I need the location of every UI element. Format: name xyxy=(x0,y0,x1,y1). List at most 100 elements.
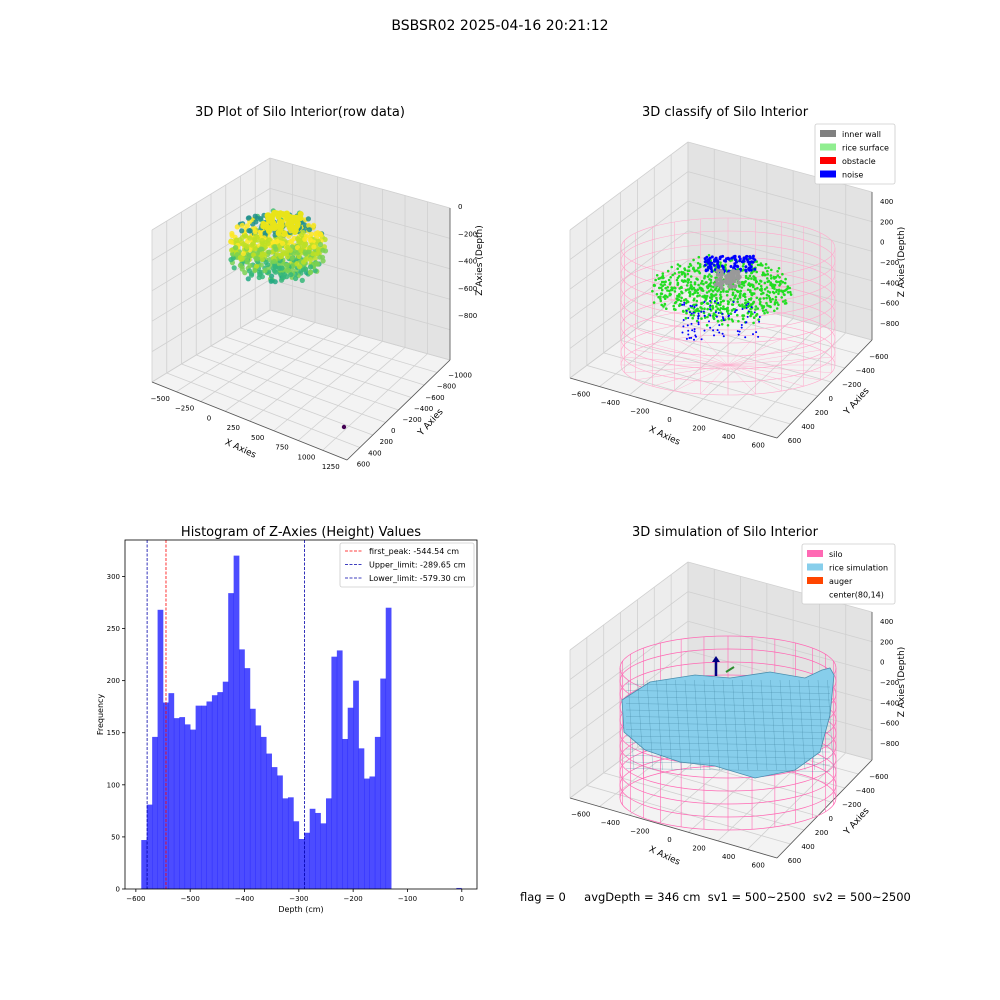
inner-wall-point xyxy=(732,272,736,276)
rice-surface-point xyxy=(749,290,752,294)
rice-mesh-line xyxy=(694,679,701,771)
rice-surface-point xyxy=(784,299,787,302)
noise-point xyxy=(732,301,735,303)
rice-surface-point xyxy=(730,309,734,312)
rice-surface-point xyxy=(752,300,756,304)
y-tick-label: −1000 xyxy=(448,372,472,380)
grid-line xyxy=(569,230,689,320)
data-point xyxy=(314,261,321,267)
y-tick-label: 250 xyxy=(107,625,120,633)
rice-surface-point xyxy=(695,269,699,272)
rice-surface-point xyxy=(783,293,786,297)
noise-point xyxy=(716,329,719,332)
silo-spoke xyxy=(635,364,729,381)
histogram-bar xyxy=(320,823,327,889)
noise-point xyxy=(721,312,724,315)
data-point xyxy=(250,241,256,247)
histogram-bar xyxy=(168,693,175,889)
rice-mesh-line xyxy=(760,679,768,771)
silo-spoke xyxy=(727,364,832,373)
grid-line xyxy=(151,279,271,352)
noise-point xyxy=(745,321,748,324)
y-tick-label: 600 xyxy=(788,857,801,865)
data-point xyxy=(246,228,252,234)
rice-surface-point xyxy=(750,271,754,275)
rice-surface-point xyxy=(706,275,710,278)
x-tick-label: 500 xyxy=(251,434,264,442)
rice-mesh-line xyxy=(684,679,692,771)
data-point xyxy=(298,247,304,253)
rice-surface-point xyxy=(669,276,672,279)
rice-surface-point xyxy=(762,309,765,313)
rice-surface-point xyxy=(773,277,776,280)
z-tick-label: −200 xyxy=(458,230,477,238)
y-tick-label: 50 xyxy=(111,833,120,841)
noise-point xyxy=(683,301,686,304)
noise-point xyxy=(705,255,709,259)
data-point xyxy=(314,251,320,257)
noise-point xyxy=(721,316,724,319)
z-tick-label: −800 xyxy=(458,312,477,320)
rice-surface-point xyxy=(759,284,763,288)
rice-surface-point xyxy=(700,317,703,320)
x-tick-label: −400 xyxy=(601,399,620,407)
data-point xyxy=(289,255,295,261)
legend: silo rice simulation auger center(80,14) xyxy=(801,543,896,605)
noise-point xyxy=(693,330,696,333)
rice-surface-point xyxy=(663,303,667,306)
rice-surface-point xyxy=(709,281,713,284)
rice-surface-point xyxy=(775,290,778,294)
rice-surface-point xyxy=(775,280,778,283)
rice-surface-point xyxy=(696,288,700,292)
z-tick-label: −800 xyxy=(880,320,899,328)
data-point xyxy=(252,229,258,235)
noise-point xyxy=(744,265,748,269)
rice-surface-point xyxy=(691,292,695,296)
x-tick-label: 750 xyxy=(275,444,288,452)
histogram-bar xyxy=(195,705,202,889)
z-axis-label: Z Axies (Depth) xyxy=(897,647,907,718)
rice-surface-point xyxy=(660,292,664,296)
rice-surface-point xyxy=(719,295,723,299)
x-tick-label: −200 xyxy=(630,407,649,415)
rice-surface-point xyxy=(696,261,700,265)
rice-surface-point xyxy=(741,314,744,317)
grid-line xyxy=(225,336,412,398)
grid-line xyxy=(687,620,873,672)
histogram-bar xyxy=(184,724,191,889)
rice-surface-point xyxy=(726,302,730,306)
grid-line xyxy=(569,171,689,260)
rice-surface-point xyxy=(781,280,785,284)
noise-point xyxy=(747,302,750,305)
rice-surface-point xyxy=(692,258,695,262)
x-tick-label: −600 xyxy=(571,810,590,818)
z-tick-label: −800 xyxy=(880,740,899,748)
rice-surface-point xyxy=(688,290,692,294)
rice-surface-point xyxy=(674,287,677,290)
rice-surface-point xyxy=(715,305,718,308)
histogram-bar xyxy=(260,736,267,889)
x-tick-label: 200 xyxy=(692,425,705,433)
rice-mesh-line xyxy=(627,679,635,771)
rice-surface-point xyxy=(758,302,762,306)
rice-surface-point xyxy=(755,296,759,300)
histogram-bars xyxy=(141,555,462,889)
data-point xyxy=(239,222,245,228)
rice-surface-point xyxy=(664,280,667,284)
rice-surface-point xyxy=(766,277,769,280)
rice-surface-point xyxy=(670,265,673,269)
data-point xyxy=(240,251,246,257)
rice-surface-point xyxy=(740,286,744,289)
data-point xyxy=(285,248,291,254)
noise-point xyxy=(708,320,710,323)
rice-surface-point xyxy=(658,286,661,290)
noise-point xyxy=(700,310,703,313)
data-point xyxy=(307,237,313,243)
noise-point xyxy=(710,255,714,259)
rice-surface-point xyxy=(741,305,744,309)
noise-point xyxy=(752,333,754,336)
data-point xyxy=(287,218,294,225)
rice-surface-point xyxy=(676,267,679,271)
rice-surface-point xyxy=(725,294,729,297)
rice-surface-point xyxy=(736,297,739,301)
